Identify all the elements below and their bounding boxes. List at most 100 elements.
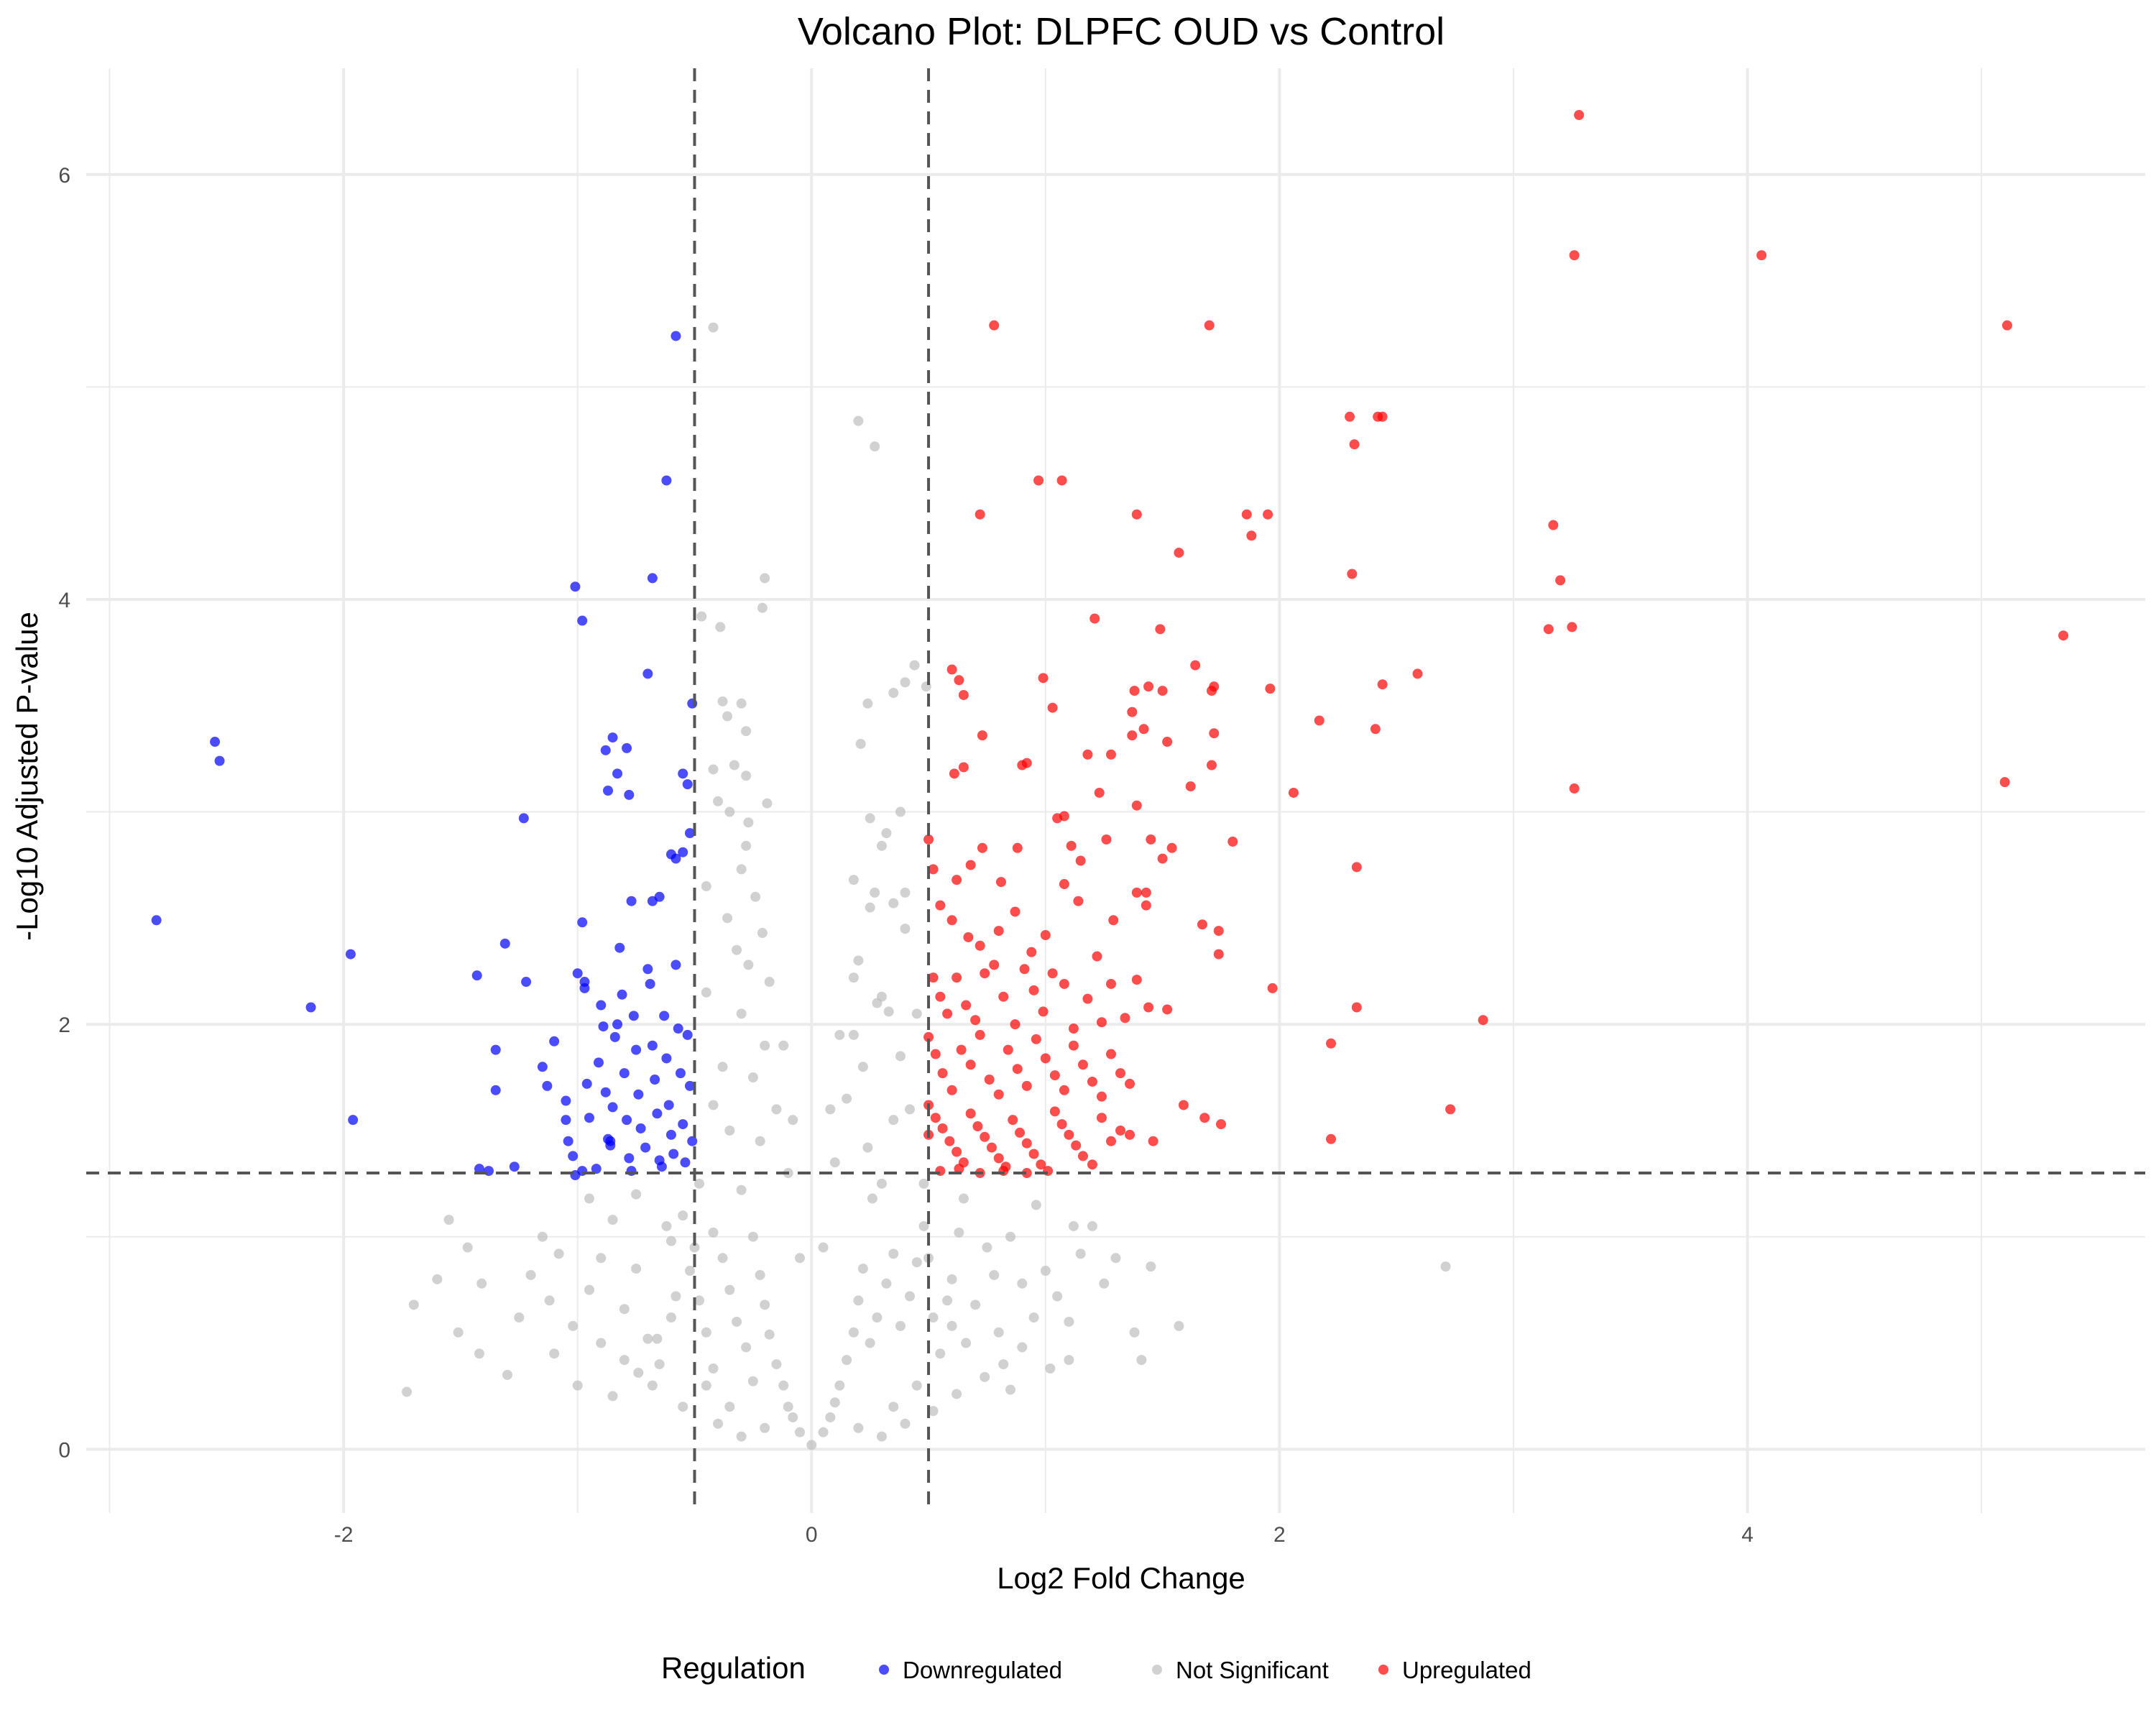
data-point: [975, 509, 985, 520]
data-point: [1087, 1076, 1097, 1087]
data-point: [895, 1320, 906, 1331]
x-tick-label: 2: [1273, 1523, 1286, 1547]
data-point: [1263, 509, 1273, 520]
data-point: [961, 1338, 972, 1348]
data-point: [923, 1031, 934, 1042]
data-point: [944, 1136, 955, 1146]
data-point: [905, 1104, 915, 1115]
data-point: [701, 987, 711, 998]
data-point: [402, 1386, 413, 1397]
data-point: [584, 1193, 594, 1204]
data-point: [1190, 660, 1201, 671]
data-point: [1071, 1140, 1082, 1151]
data-point: [911, 1257, 922, 1268]
data-point: [905, 1291, 915, 1302]
data-point: [1017, 1342, 1028, 1353]
data-point: [549, 1348, 560, 1359]
data-point: [1021, 1138, 1032, 1149]
data-point: [975, 1029, 985, 1040]
data-point: [626, 896, 637, 906]
data-point: [1110, 1253, 1121, 1264]
data-point: [476, 1278, 487, 1289]
data-point: [1036, 1159, 1046, 1170]
data-point: [757, 928, 768, 939]
data-point: [870, 887, 880, 898]
data-point: [876, 1431, 887, 1442]
data-point: [619, 1068, 630, 1079]
data-point: [764, 977, 775, 988]
data-point: [1105, 1136, 1116, 1146]
series-downregulated: [151, 331, 698, 1181]
data-point: [1131, 975, 1142, 985]
data-point: [673, 1024, 683, 1034]
data-point: [895, 806, 906, 817]
data-point: [642, 1333, 653, 1344]
data-point: [1059, 978, 1069, 989]
data-point: [928, 1406, 939, 1417]
data-point: [1094, 787, 1105, 798]
data-points: [151, 110, 2069, 1450]
data-point: [671, 331, 681, 341]
data-point: [1087, 1220, 1097, 1231]
data-point: [689, 1242, 700, 1253]
data-point: [989, 960, 1000, 970]
data-point: [596, 1338, 607, 1348]
data-point: [603, 786, 614, 796]
data-point: [1008, 1115, 1018, 1126]
data-point: [1028, 1149, 1039, 1159]
data-point: [1003, 1044, 1013, 1055]
data-point: [1082, 993, 1093, 1004]
y-axis-label: -Log10 Adjusted P-value: [10, 612, 44, 941]
data-point: [1162, 1004, 1173, 1015]
legend-key-not-significant: [1152, 1665, 1162, 1675]
data-point: [490, 1085, 501, 1095]
data-point: [1127, 707, 1138, 717]
data-point: [732, 944, 742, 955]
series-upregulated: [923, 110, 2069, 1179]
data-point: [834, 1029, 845, 1040]
data-point: [1068, 1040, 1079, 1051]
data-point: [708, 322, 719, 333]
data-point: [600, 745, 611, 755]
data-point: [701, 881, 711, 892]
data-point: [724, 1402, 735, 1412]
data-point: [1026, 947, 1037, 957]
data-point: [980, 1131, 990, 1142]
data-point: [1241, 509, 1252, 520]
data-point: [1129, 1327, 1140, 1338]
y-tick-label: 4: [58, 589, 70, 612]
data-point: [1197, 919, 1207, 930]
data-point: [1227, 836, 1238, 847]
data-point: [1206, 760, 1217, 770]
data-point: [848, 1327, 859, 1338]
data-point: [935, 991, 946, 1002]
data-point: [965, 1108, 976, 1119]
data-point: [952, 1389, 962, 1399]
data-point: [1064, 1316, 1074, 1327]
data-point: [525, 1269, 536, 1280]
data-point: [671, 1291, 681, 1302]
data-point: [918, 1178, 929, 1189]
x-tick-label: 0: [806, 1523, 818, 1547]
data-point: [1209, 728, 1220, 739]
data-point: [1569, 783, 1580, 794]
data-point: [214, 755, 225, 766]
data-point: [872, 998, 883, 1008]
data-point: [888, 688, 899, 699]
data-point: [848, 972, 859, 983]
data-point: [1127, 730, 1138, 741]
data-point: [499, 938, 510, 949]
legend: Regulation Downregulated Not Significant U…: [661, 1651, 1531, 1685]
data-point: [989, 320, 1000, 331]
data-point: [1105, 1049, 1116, 1059]
data-point: [151, 915, 162, 926]
data-point: [2001, 320, 2012, 331]
data-point: [647, 573, 658, 584]
chart-title: Volcano Plot: DLPFC OUD vs Control: [798, 10, 1445, 53]
data-point: [584, 1113, 594, 1123]
data-point: [708, 1363, 719, 1374]
data-point: [778, 1380, 789, 1391]
data-point: [663, 1100, 674, 1110]
data-point: [1143, 681, 1154, 692]
